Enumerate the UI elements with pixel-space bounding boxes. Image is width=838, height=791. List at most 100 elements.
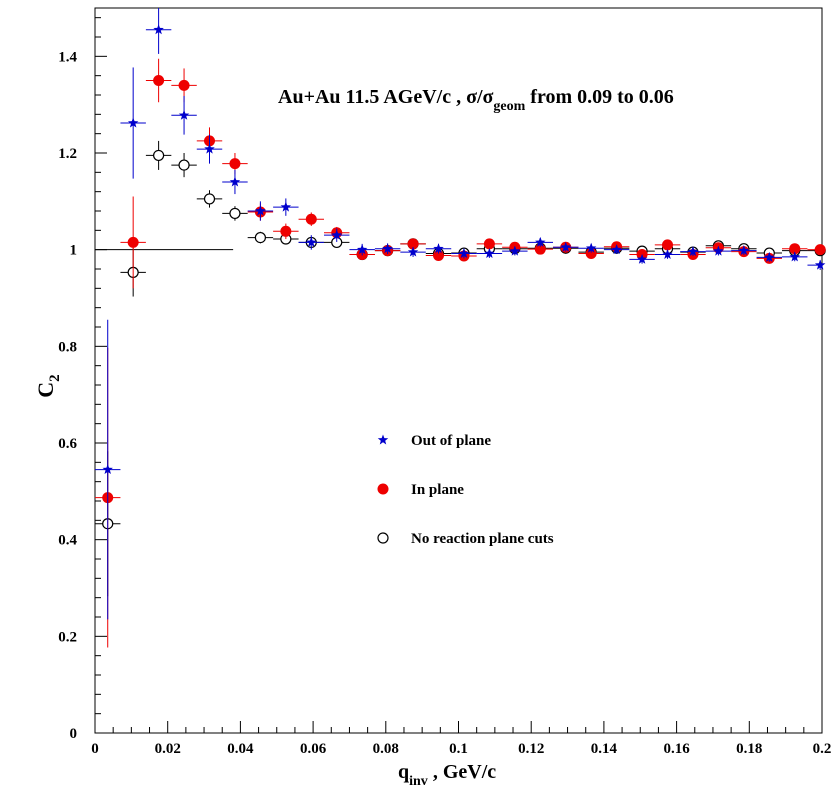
star-marker [433, 243, 444, 254]
data-point [145, 58, 172, 103]
data-point [782, 251, 808, 262]
filled-circle-marker [377, 483, 389, 495]
data-point [120, 67, 146, 179]
data-point [731, 245, 757, 256]
data-point [145, 140, 172, 170]
star-marker [127, 117, 139, 128]
legend-entry: Out of plane [377, 433, 491, 449]
data-point [349, 243, 375, 256]
data-point [807, 259, 826, 270]
data-point [171, 153, 197, 178]
data-point [298, 235, 325, 250]
x-tick-label: 0 [91, 741, 99, 757]
star-marker [484, 248, 495, 258]
x-tick-label: 0.16 [663, 741, 690, 757]
star-marker [255, 205, 266, 216]
y-axis-label: C2 [33, 374, 63, 397]
filled-circle-marker [814, 244, 826, 256]
data-point [196, 190, 223, 208]
star-marker [153, 24, 164, 35]
x-tick-label: 0.2 [813, 741, 832, 757]
star-marker [585, 242, 597, 253]
data-point [247, 201, 274, 221]
star-marker [636, 253, 648, 264]
star-marker [280, 201, 292, 212]
data-point [553, 241, 579, 252]
data-point [171, 95, 197, 135]
data-point [502, 245, 528, 256]
y-tick-label: 0.4 [58, 533, 77, 549]
axes-layer: 0 0.02 0.04 0.06 0.08 0.1 0.12 0.14 0.16 0.18 0.2 0… [58, 17, 832, 757]
data-point [476, 248, 503, 258]
data-point [629, 253, 655, 264]
data-point [680, 246, 706, 257]
open-circle-marker [229, 207, 241, 220]
x-axis-label: qinv , GeV/c [398, 761, 496, 789]
star-marker [382, 243, 393, 254]
x-tick-label: 0.02 [155, 741, 181, 757]
open-circle-marker [153, 149, 165, 162]
data-point [654, 239, 681, 251]
filled-circle-marker [153, 75, 165, 86]
star-marker [178, 109, 190, 120]
x-tick-label: 0.04 [227, 741, 254, 757]
data-point [807, 244, 826, 256]
data-point [527, 236, 554, 247]
data-point [145, 8, 172, 54]
series-in-plane [95, 58, 826, 648]
star-marker [560, 241, 571, 252]
open-circle-marker [377, 532, 389, 544]
star-marker [789, 251, 800, 262]
star-marker [535, 236, 546, 247]
star-marker [662, 249, 673, 259]
star-marker [407, 246, 419, 257]
star-marker [229, 176, 241, 187]
x-tick-label: 0.06 [300, 741, 327, 757]
open-circle-marker [254, 231, 266, 244]
filled-circle-marker [127, 236, 139, 248]
x-tick-label: 0.1 [449, 741, 468, 757]
data-point [324, 228, 350, 242]
star-marker [356, 244, 368, 255]
data-point [171, 68, 197, 103]
star-marker [764, 251, 775, 262]
data-point [120, 196, 146, 289]
star-marker [306, 236, 317, 247]
data-point [578, 248, 604, 260]
data-point [451, 248, 477, 259]
filled-circle-marker [280, 225, 292, 237]
filled-circle-marker [662, 239, 674, 251]
star-marker [204, 143, 215, 154]
filled-circle-marker [483, 238, 495, 250]
data-point [705, 245, 732, 256]
plot-frame [94, 7, 823, 734]
x-tick-label: 0.14 [591, 741, 618, 757]
series-no-reaction-plane-cuts [95, 140, 826, 597]
data-point [603, 244, 630, 255]
series-layer [95, 8, 826, 648]
filled-circle-marker [229, 158, 241, 170]
star-marker [687, 246, 699, 257]
data-point [222, 206, 248, 221]
y-tick-label: 0 [70, 726, 78, 742]
data-point [95, 319, 121, 620]
star-marker [738, 245, 750, 256]
data-point [425, 243, 452, 254]
filled-circle-marker [407, 238, 419, 250]
legend-label: No reaction plane cuts [411, 531, 554, 547]
star-marker [102, 464, 113, 475]
open-circle-marker [203, 193, 216, 205]
x-tick-label: 0.18 [736, 741, 762, 757]
legend-entry: In plane [377, 482, 464, 498]
filled-circle-marker [178, 79, 190, 91]
data-point [222, 169, 248, 195]
star-marker [814, 259, 826, 270]
star-marker [611, 244, 622, 255]
data-point [578, 242, 604, 253]
filled-circle-marker [585, 248, 597, 260]
chart-title: Au+Au 11.5 AGeV/c , σ/σgeom from 0.09 to… [278, 86, 674, 114]
star-marker [713, 245, 724, 256]
y-tick-label: 1 [70, 243, 78, 259]
filled-circle-marker [305, 213, 317, 225]
